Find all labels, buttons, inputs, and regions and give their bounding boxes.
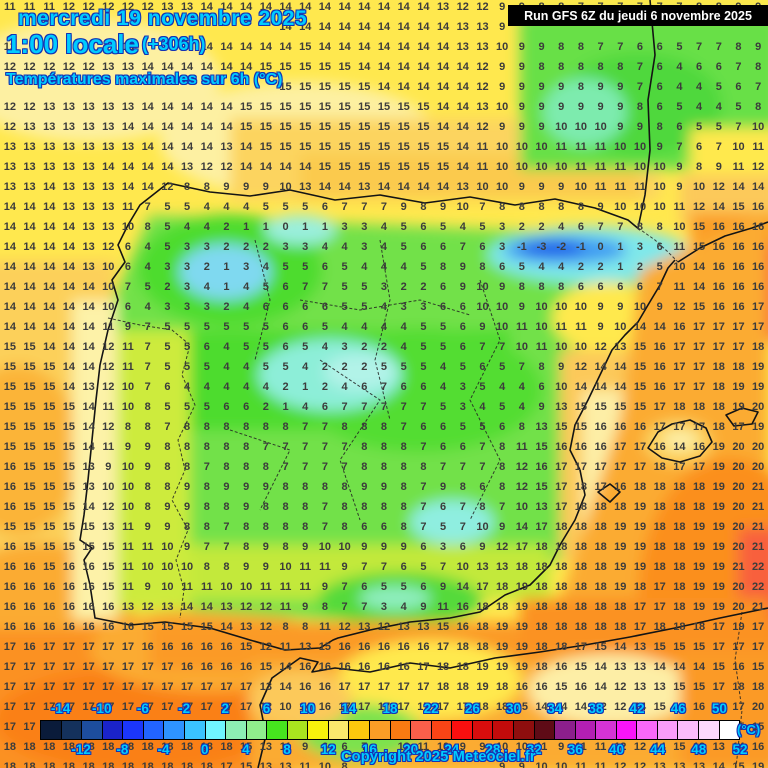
colorbar-tick-label: 20	[403, 742, 419, 757]
temperature-colorbar	[40, 720, 740, 740]
colorbar-cell	[267, 721, 288, 739]
colorbar-cell	[616, 721, 638, 739]
colorbar-cell	[431, 721, 453, 739]
colorbar-tick-label: 42	[629, 701, 645, 716]
colorbar-tick-label: -2	[178, 701, 191, 716]
colorbar-tick-label: 40	[608, 742, 624, 757]
colorbar-tick-label: 48	[691, 742, 707, 757]
colorbar-tick-label: 30	[506, 701, 522, 716]
colorbar-tick-label: 28	[485, 742, 501, 757]
colorbar-tick-label: 2	[221, 701, 230, 716]
colorbar-tick-label: 32	[526, 742, 542, 757]
colorbar-cell	[123, 721, 144, 739]
colorbar-cell	[555, 721, 576, 739]
colorbar-cell	[575, 721, 597, 739]
colorbar-tick-label: 24	[444, 742, 460, 757]
colorbar-tick-label: 34	[547, 701, 563, 716]
colorbar-tick-label: 14	[341, 701, 357, 716]
colorbar-tick-label: 38	[588, 701, 604, 716]
colorbar-tick-label: -12	[71, 742, 91, 757]
colorbar-tick-label: 52	[732, 742, 748, 757]
colorbar-tick-label: 10	[300, 701, 316, 716]
colorbar-cell	[699, 721, 720, 739]
colorbar-cell	[82, 721, 103, 739]
model-run-text: Run GFS 6Z du jeudi 6 novembre 2025	[524, 8, 752, 23]
colorbar-cell	[493, 721, 514, 739]
colorbar-tick-label: -14	[50, 701, 71, 716]
colorbar-cell	[246, 721, 268, 739]
colorbar-tick-label: 22	[423, 701, 439, 716]
colorbar-cell	[226, 721, 247, 739]
colorbar-cell	[513, 721, 535, 739]
colorbar-cell	[472, 721, 494, 739]
colorbar-cell	[102, 721, 124, 739]
colorbar-cell	[349, 721, 370, 739]
colorbar-cell	[184, 721, 206, 739]
colorbar-tick-label: -6	[136, 701, 149, 716]
colorbar-cell	[411, 721, 432, 739]
colorbar-tick-label: 44	[650, 742, 666, 757]
map-parameter-title: Températures maximales sur 6h (°C)	[6, 71, 283, 88]
colorbar-tick-label: 50	[711, 701, 727, 716]
colorbar-tick-label: 36	[567, 742, 583, 757]
forecast-hour-offset: (+306h)	[142, 34, 206, 54]
colorbar-tick-label: 18	[382, 701, 398, 716]
forecast-date: mercredi 19 novembre 2025	[18, 7, 308, 30]
borders	[107, 227, 743, 768]
colorbar-cell	[657, 721, 679, 739]
colorbar-tick-label: 4	[242, 742, 250, 757]
colorbar-cell	[370, 721, 391, 739]
colorbar-tick-label: 26	[464, 701, 480, 716]
colorbar-cell	[143, 721, 165, 739]
colorbar-tick-label: 0	[200, 742, 209, 757]
colorbar-cell	[678, 721, 699, 739]
colorbar-tick-label: -8	[116, 742, 129, 757]
colorbar-cell	[390, 721, 412, 739]
colorbar-cell	[287, 721, 309, 739]
coastlines	[79, 0, 768, 768]
copyright-watermark: Copyright 2025 Meteociel.fr	[341, 749, 536, 765]
colorbar-cell	[328, 721, 350, 739]
colorbar-tick-label: 46	[670, 701, 686, 716]
colorbar-cell	[41, 721, 62, 739]
colorbar-tick-label: 8	[283, 742, 291, 757]
colorbar-cell	[61, 721, 83, 739]
colorbar-tick-label: 16	[361, 742, 377, 757]
colorbar-cell	[452, 721, 473, 739]
colorbar-tick-label: -10	[91, 701, 112, 716]
forecast-local-time: 1:00 locale	[6, 29, 139, 59]
colorbar-unit-label: (°C)	[737, 722, 761, 737]
colorbar-cell	[596, 721, 617, 739]
colorbar-cell	[308, 721, 329, 739]
model-run-banner: Run GFS 6Z du jeudi 6 novembre 2025	[508, 5, 768, 26]
colorbar-cell	[719, 721, 740, 739]
colorbar-cell	[637, 721, 658, 739]
colorbar-tick-label: 12	[320, 742, 336, 757]
colorbar-cell	[164, 721, 185, 739]
colorbar-cell	[534, 721, 556, 739]
temperature-shading	[0, 15, 768, 768]
colorbar-cell	[205, 721, 227, 739]
colorbar-tick-label: 6	[262, 701, 271, 716]
colorbar-tick-label: -4	[157, 742, 170, 757]
